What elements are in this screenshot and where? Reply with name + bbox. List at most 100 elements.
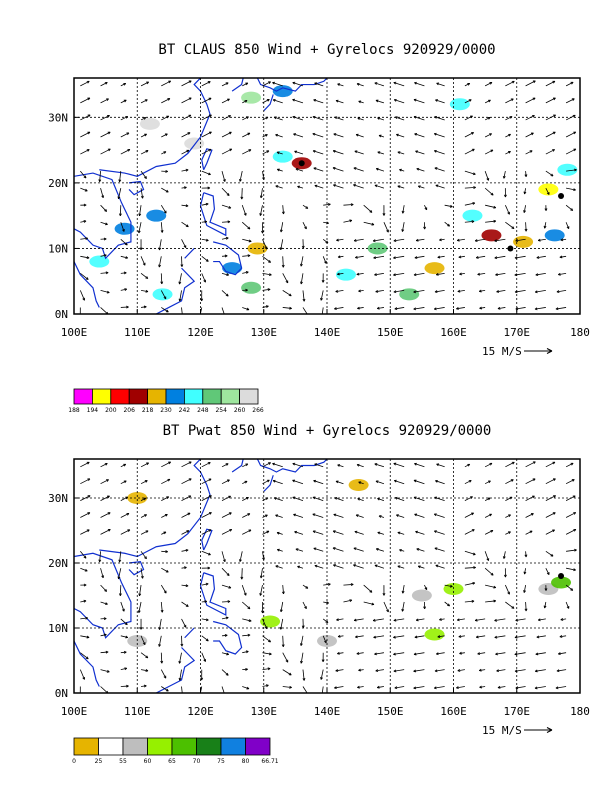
wind-vector-head	[326, 221, 329, 225]
wind-vector	[161, 514, 168, 518]
wind-vector-head	[164, 513, 168, 517]
wind-vector	[322, 618, 329, 623]
wind-vector-head	[268, 81, 271, 84]
wind-vector-head	[356, 82, 360, 86]
wind-vector-head	[245, 650, 249, 654]
wind-vector-head	[416, 167, 420, 171]
wind-vector	[566, 187, 576, 191]
wind-vector	[356, 272, 364, 275]
shaded-field	[89, 85, 578, 301]
wind-vector-head	[178, 281, 182, 285]
wind-vector	[100, 584, 107, 592]
wind-vectors	[79, 80, 577, 318]
wind-vector-head	[83, 583, 87, 587]
wind-vector-head	[268, 639, 271, 643]
wind-vector	[484, 551, 489, 561]
wind-vector	[120, 238, 128, 246]
wind-vector	[120, 651, 127, 654]
wind-vector	[505, 601, 515, 609]
wind-vector	[242, 618, 252, 622]
wind-vector-head	[514, 290, 518, 294]
wind-vector	[565, 222, 570, 229]
wind-vector	[140, 290, 149, 293]
wind-vector	[140, 150, 149, 155]
shaded-region	[449, 98, 470, 111]
wind-vector	[181, 549, 189, 552]
wind-vector	[377, 307, 384, 309]
wind-vector-head	[259, 195, 263, 199]
wind-vector-head	[473, 566, 476, 570]
wind-vector	[505, 514, 511, 518]
wind-vector-head	[205, 238, 209, 242]
wind-vector	[373, 635, 384, 638]
shaded-region	[335, 268, 356, 281]
wind-vector-head	[321, 316, 323, 318]
wind-vector	[393, 635, 405, 638]
wind-vector-head	[478, 668, 482, 672]
wind-vector-head	[435, 479, 438, 483]
wind-vector	[363, 601, 375, 605]
wind-vector-head	[208, 148, 212, 152]
wind-vector-head	[456, 307, 459, 310]
wind-vector	[140, 81, 149, 87]
colorbar-label: 248	[197, 407, 209, 414]
wind-vector	[275, 134, 283, 138]
wind-vector-head	[104, 462, 108, 466]
wind-vector-head	[435, 99, 438, 102]
wind-vector-head	[262, 177, 265, 180]
wind-vector-head	[414, 513, 418, 517]
wind-vector	[494, 238, 506, 242]
wind-vector	[201, 203, 209, 206]
wind-vector-head	[353, 239, 357, 242]
wind-vector-head	[401, 608, 405, 612]
wind-vector	[456, 307, 465, 310]
wind-vector-head	[449, 584, 453, 588]
wind-vector	[505, 221, 515, 229]
wind-vector	[140, 133, 147, 138]
wind-vector	[515, 238, 526, 242]
wind-vector-head	[265, 684, 269, 688]
wind-vector	[262, 239, 268, 250]
wind-vector-head	[324, 640, 327, 644]
wind-vector-head	[166, 115, 170, 119]
wind-vector	[394, 99, 405, 104]
wind-vector	[320, 290, 324, 301]
wind-vector-head	[435, 564, 439, 568]
wind-vector	[201, 462, 211, 468]
wind-vector-head	[397, 565, 401, 569]
colorbar-swatch	[202, 388, 222, 405]
wind-vector	[99, 171, 101, 182]
vector-legend: 15 M/S	[482, 345, 553, 358]
wind-vector	[242, 497, 249, 501]
wind-vector	[485, 600, 496, 603]
wind-vector-head	[472, 172, 476, 176]
wind-vector-head	[106, 479, 109, 482]
wind-vector-head	[118, 593, 122, 596]
wind-vector-head	[312, 530, 316, 534]
wind-vector-head	[335, 289, 339, 293]
wind-vector-head	[145, 150, 149, 153]
x-tick-label: 160E	[440, 326, 467, 339]
wind-vector-head	[248, 239, 252, 243]
wind-vector-head	[104, 82, 108, 85]
wind-vector-head	[373, 635, 377, 639]
wind-vector	[397, 531, 405, 535]
wind-vector	[120, 222, 125, 232]
wind-vector-head	[371, 222, 375, 226]
wind-vector-head	[393, 618, 397, 622]
wind-vector	[413, 479, 425, 485]
wind-vector-head	[550, 553, 554, 557]
wind-vector	[545, 80, 556, 87]
wind-vector	[80, 255, 90, 259]
wind-vector	[221, 567, 230, 576]
wind-vector-head	[333, 184, 336, 187]
wind-vector	[337, 83, 344, 87]
wind-vector	[354, 238, 364, 242]
wind-vector	[292, 479, 304, 485]
wind-vector	[274, 497, 283, 501]
x-tick-label: 120E	[187, 326, 214, 339]
wind-vector-head	[200, 298, 204, 302]
wind-vector	[242, 686, 250, 690]
wind-vector-head	[209, 114, 212, 118]
shaded-region	[513, 235, 534, 248]
